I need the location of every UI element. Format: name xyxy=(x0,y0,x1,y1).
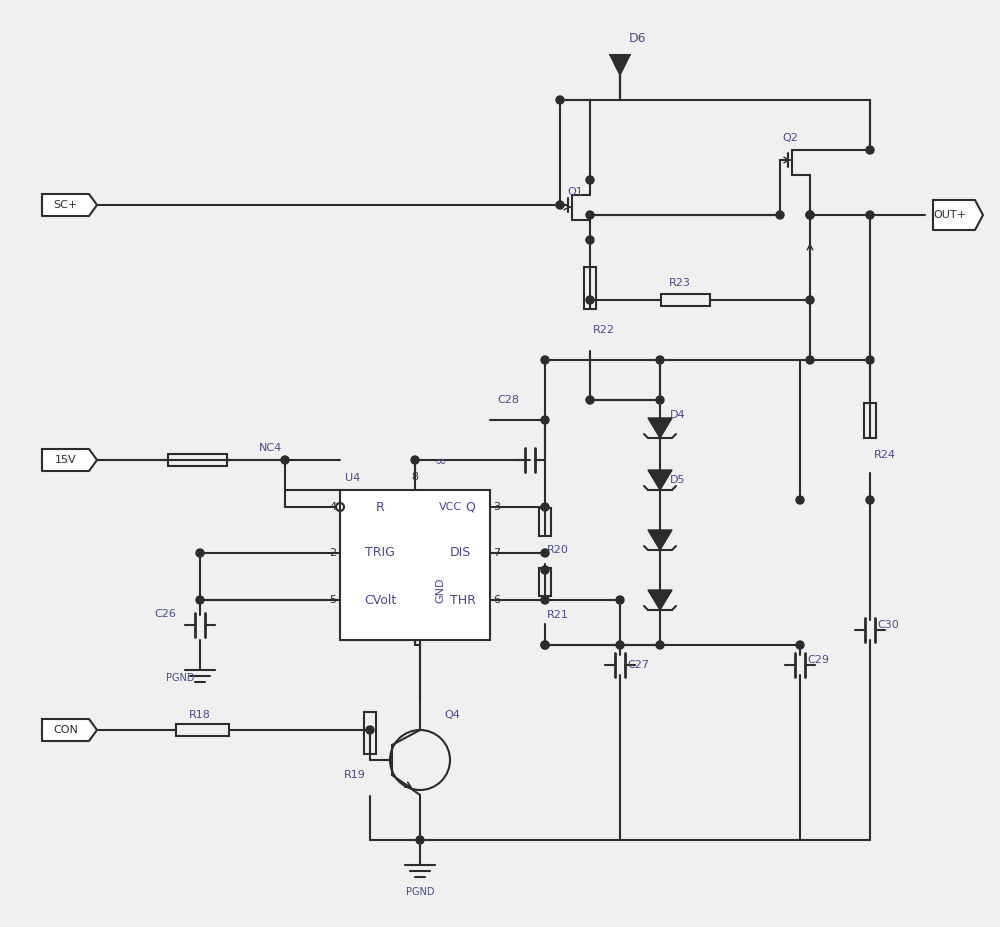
Text: U4: U4 xyxy=(345,473,360,483)
Polygon shape xyxy=(42,194,97,216)
Circle shape xyxy=(196,549,204,557)
Text: PGND: PGND xyxy=(406,887,434,897)
Text: Q1: Q1 xyxy=(567,187,583,197)
Text: SC+: SC+ xyxy=(53,200,78,210)
Bar xyxy=(168,454,227,466)
Circle shape xyxy=(656,641,664,649)
Circle shape xyxy=(586,236,594,244)
Text: C27: C27 xyxy=(627,660,649,670)
Polygon shape xyxy=(648,418,672,438)
Polygon shape xyxy=(42,449,97,471)
Circle shape xyxy=(776,211,784,219)
Circle shape xyxy=(866,356,874,364)
Circle shape xyxy=(796,496,804,504)
Text: TRIG: TRIG xyxy=(365,547,395,560)
Circle shape xyxy=(541,641,549,649)
Polygon shape xyxy=(648,530,672,550)
Text: 7: 7 xyxy=(493,548,501,558)
Circle shape xyxy=(586,296,594,304)
Circle shape xyxy=(586,396,594,404)
Circle shape xyxy=(281,456,289,464)
Text: R19: R19 xyxy=(344,770,366,780)
Bar xyxy=(539,508,551,536)
Text: R23: R23 xyxy=(669,278,691,288)
Text: CVolt: CVolt xyxy=(364,593,396,606)
Circle shape xyxy=(656,356,664,364)
Circle shape xyxy=(806,211,814,219)
Text: C28: C28 xyxy=(497,395,519,405)
Bar xyxy=(364,712,376,754)
Bar xyxy=(584,267,596,309)
Text: D5: D5 xyxy=(670,475,686,485)
Circle shape xyxy=(866,496,874,504)
Bar xyxy=(539,568,551,596)
Text: 2: 2 xyxy=(329,548,337,558)
Circle shape xyxy=(796,641,804,649)
Circle shape xyxy=(866,211,874,219)
Circle shape xyxy=(586,211,594,219)
Circle shape xyxy=(556,96,564,104)
Circle shape xyxy=(541,503,549,511)
Circle shape xyxy=(866,146,874,154)
Polygon shape xyxy=(42,719,97,741)
Circle shape xyxy=(366,726,374,734)
Text: 3: 3 xyxy=(494,502,501,512)
Text: R18: R18 xyxy=(189,710,211,720)
Bar xyxy=(660,294,710,306)
Polygon shape xyxy=(933,200,983,230)
Polygon shape xyxy=(648,470,672,490)
Bar xyxy=(176,724,229,736)
Text: 15V: 15V xyxy=(55,455,76,465)
Text: GND: GND xyxy=(435,578,445,603)
Text: R22: R22 xyxy=(593,325,615,335)
Text: C29: C29 xyxy=(807,655,829,665)
Circle shape xyxy=(541,356,549,364)
Circle shape xyxy=(416,836,424,844)
Text: PGND: PGND xyxy=(166,673,194,683)
Text: OUT+: OUT+ xyxy=(934,210,966,220)
Text: NC4: NC4 xyxy=(258,443,282,453)
Circle shape xyxy=(806,356,814,364)
Bar xyxy=(864,402,876,438)
Text: 4: 4 xyxy=(329,502,337,512)
Text: 6: 6 xyxy=(494,595,501,605)
Circle shape xyxy=(541,596,549,604)
Circle shape xyxy=(616,641,624,649)
Circle shape xyxy=(541,416,549,424)
Circle shape xyxy=(556,201,564,209)
Text: CON: CON xyxy=(53,725,78,735)
Text: C26: C26 xyxy=(154,609,176,619)
Text: C30: C30 xyxy=(877,620,899,630)
Circle shape xyxy=(541,549,549,557)
Circle shape xyxy=(806,296,814,304)
Text: D4: D4 xyxy=(670,410,686,420)
Polygon shape xyxy=(648,590,672,610)
Circle shape xyxy=(586,176,594,184)
Circle shape xyxy=(806,211,814,219)
Text: THR: THR xyxy=(450,593,476,606)
Text: R: R xyxy=(376,501,384,514)
Circle shape xyxy=(656,396,664,404)
Text: Q: Q xyxy=(465,501,475,514)
Polygon shape xyxy=(610,55,630,75)
Text: DIS: DIS xyxy=(449,547,471,560)
Text: ∞: ∞ xyxy=(434,455,446,469)
Bar xyxy=(340,490,490,640)
Text: Q2: Q2 xyxy=(782,133,798,143)
Circle shape xyxy=(411,456,419,464)
Text: R20: R20 xyxy=(547,545,569,555)
Text: VCC: VCC xyxy=(438,502,462,512)
Circle shape xyxy=(616,596,624,604)
Circle shape xyxy=(196,596,204,604)
Circle shape xyxy=(541,641,549,649)
Circle shape xyxy=(541,566,549,574)
Text: R21: R21 xyxy=(547,610,569,620)
Text: 5: 5 xyxy=(330,595,336,605)
Text: 8: 8 xyxy=(411,472,419,482)
Text: R24: R24 xyxy=(874,450,896,460)
Text: Q4: Q4 xyxy=(444,710,460,720)
Text: D6: D6 xyxy=(629,32,647,44)
